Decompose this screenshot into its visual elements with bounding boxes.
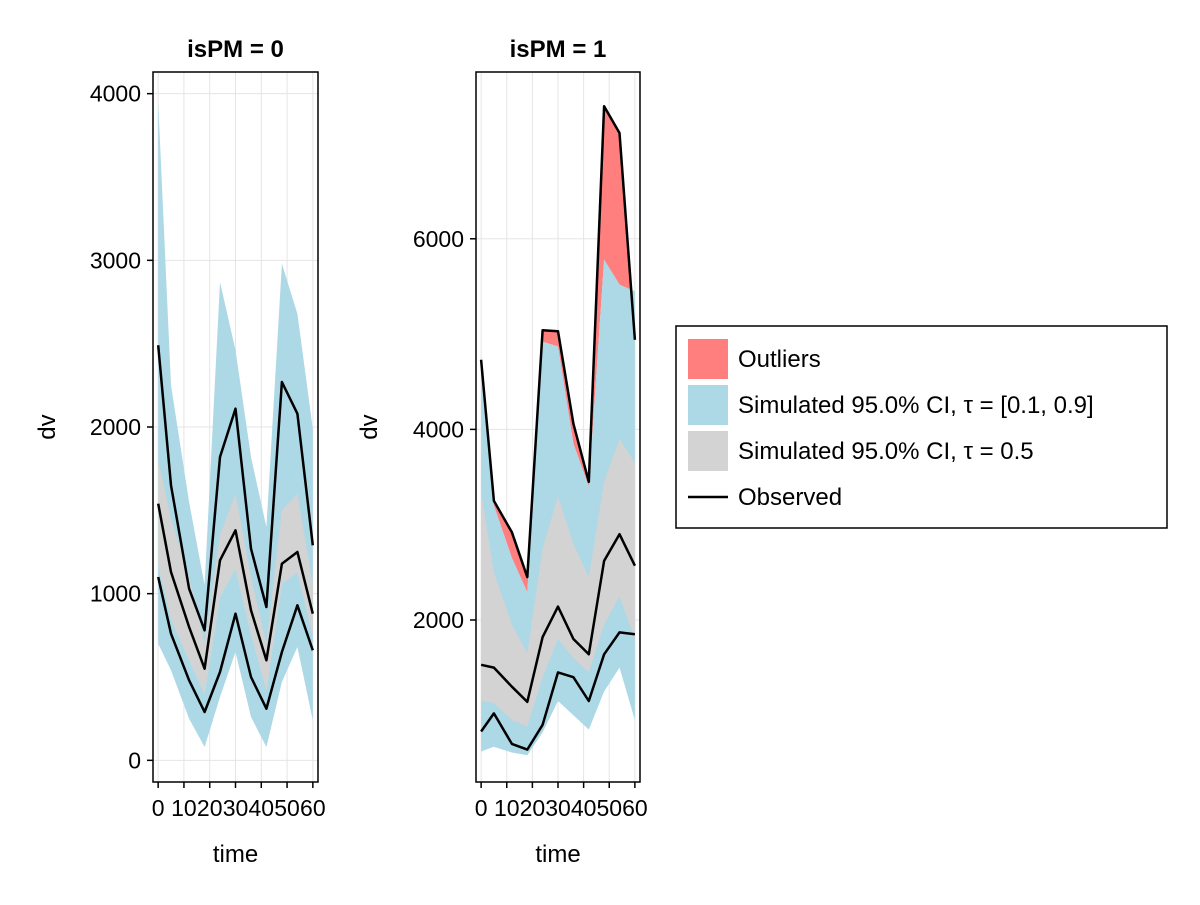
y-tick-label: 2000 xyxy=(413,607,464,633)
y-tick-label: 4000 xyxy=(413,416,464,442)
legend-swatch-outliers xyxy=(688,339,728,379)
x-tick-label: 10 xyxy=(171,795,197,821)
observed-line xyxy=(156,576,314,714)
x-tick-label: 20 xyxy=(197,795,223,821)
legend-swatch-ci_outer xyxy=(688,385,728,425)
panel-title: isPM = 1 xyxy=(510,36,607,63)
y-tick-label: 3000 xyxy=(90,247,141,273)
y-axis-label: dv xyxy=(356,414,383,439)
x-tick-label: 40 xyxy=(571,795,597,821)
x-tick-label: 0 xyxy=(475,795,488,821)
x-tick-label: 40 xyxy=(248,795,274,821)
y-tick-label: 1000 xyxy=(90,581,141,607)
observed-line xyxy=(480,631,636,751)
x-tick-label: 20 xyxy=(520,795,546,821)
legend-label: Simulated 95.0% CI, τ = 0.5 xyxy=(738,438,1034,465)
panel-1: 2000 4000 6000 0 10 20 30 40 50 60 isPM = 1 time dv xyxy=(356,36,648,868)
x-tick-label: 50 xyxy=(274,795,300,821)
observed-line xyxy=(156,503,315,670)
legend-label: Observed xyxy=(738,484,842,511)
ci-upper-quantile-band xyxy=(158,102,313,694)
legend-swatch-ci_median xyxy=(688,431,728,471)
outlier-band xyxy=(481,106,635,593)
y-tick-label: 6000 xyxy=(413,226,464,252)
x-axis-label: time xyxy=(535,841,580,868)
x-tick-label: 60 xyxy=(622,795,648,821)
observed-line xyxy=(480,532,637,704)
legend: Outliers Simulated 95.0% CI, τ = [0.1, 0.… xyxy=(675,325,1168,529)
panel-title: isPM = 0 xyxy=(187,36,284,63)
y-tick-label: 4000 xyxy=(90,81,141,107)
observed-line xyxy=(156,345,315,632)
x-tick-label: 10 xyxy=(494,795,520,821)
x-tick-label: 30 xyxy=(545,795,571,821)
legend-frame xyxy=(675,325,1168,529)
observed-line xyxy=(479,105,637,579)
x-tick-label: 0 xyxy=(152,795,165,821)
y-tick-label: 0 xyxy=(128,747,141,773)
ci-median-band xyxy=(481,438,635,727)
y-axis-label: dv xyxy=(34,414,61,439)
x-tick-label: 50 xyxy=(596,795,622,821)
ci-median-band xyxy=(158,460,313,694)
y-tick-label: 2000 xyxy=(90,414,141,440)
x-axis-label: time xyxy=(213,841,258,868)
legend-label: Outliers xyxy=(738,346,821,373)
ci-lower-quantile-band xyxy=(158,563,313,747)
x-tick-label: 60 xyxy=(300,795,326,821)
legend-label: Simulated 95.0% CI, τ = [0.1, 0.9] xyxy=(738,392,1094,419)
x-tick-label: 30 xyxy=(223,795,249,821)
